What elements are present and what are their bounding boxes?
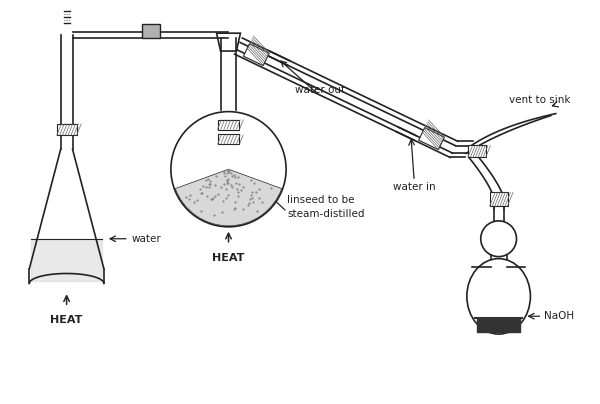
FancyArrow shape [233, 120, 237, 130]
FancyArrow shape [77, 124, 82, 135]
Bar [218, 135, 239, 144]
Text: HEAT: HEAT [212, 252, 245, 263]
FancyArrow shape [425, 127, 441, 144]
Circle shape [171, 112, 286, 227]
FancyArrow shape [56, 124, 61, 135]
FancyArrow shape [502, 192, 508, 206]
FancyArrow shape [478, 145, 483, 157]
FancyArrow shape [230, 120, 234, 130]
FancyArrow shape [253, 36, 269, 53]
FancyArrow shape [248, 46, 264, 64]
FancyArrow shape [251, 39, 268, 57]
FancyArrow shape [470, 145, 475, 157]
FancyArrow shape [249, 45, 265, 62]
FancyArrow shape [227, 120, 231, 130]
FancyArrow shape [68, 124, 73, 135]
FancyArrow shape [247, 48, 263, 66]
FancyArrow shape [424, 129, 440, 146]
Wedge shape [175, 169, 281, 226]
Text: linseed to be
steam-distilled: linseed to be steam-distilled [287, 196, 365, 219]
FancyArrow shape [218, 135, 221, 144]
FancyArrow shape [500, 192, 505, 206]
FancyArrow shape [253, 38, 268, 55]
FancyArrow shape [251, 41, 266, 59]
FancyArrow shape [59, 124, 64, 135]
FancyArrow shape [65, 124, 70, 135]
Text: water in: water in [393, 182, 436, 192]
Text: NaOH: NaOH [544, 311, 574, 321]
Circle shape [481, 221, 517, 257]
FancyArrow shape [71, 124, 76, 135]
FancyArrow shape [230, 135, 234, 144]
FancyArrow shape [492, 192, 498, 206]
FancyArrow shape [424, 130, 439, 148]
FancyArrow shape [495, 192, 500, 206]
FancyArrow shape [250, 43, 266, 60]
FancyArrow shape [221, 135, 224, 144]
FancyArrow shape [224, 135, 228, 144]
FancyArrow shape [74, 124, 79, 135]
Text: HEAT: HEAT [50, 315, 83, 325]
Text: water out: water out [295, 85, 345, 95]
FancyArrow shape [227, 135, 231, 144]
FancyArrow shape [505, 192, 511, 206]
Bar [419, 128, 445, 149]
Bar [56, 124, 77, 135]
Text: vent to sink: vent to sink [509, 95, 570, 105]
FancyArrow shape [422, 132, 439, 149]
FancyArrow shape [236, 120, 240, 130]
FancyArrow shape [427, 123, 443, 141]
FancyArrow shape [490, 192, 495, 206]
FancyArrow shape [218, 120, 221, 130]
Text: water: water [131, 234, 161, 244]
FancyArrow shape [224, 120, 228, 130]
FancyArrow shape [508, 192, 513, 206]
Bar [244, 44, 269, 66]
FancyArrow shape [62, 124, 67, 135]
FancyArrow shape [468, 145, 473, 157]
FancyArrow shape [473, 145, 478, 157]
Bar [218, 120, 239, 130]
Bar [142, 24, 160, 38]
FancyArrow shape [481, 145, 485, 157]
Bar [490, 192, 508, 206]
FancyArrow shape [483, 145, 488, 157]
FancyArrow shape [475, 145, 480, 157]
FancyArrow shape [239, 135, 244, 144]
FancyArrow shape [239, 120, 244, 130]
Ellipse shape [467, 259, 530, 334]
FancyArrow shape [233, 135, 237, 144]
FancyArrow shape [497, 192, 503, 206]
FancyArrow shape [221, 120, 224, 130]
Bar [468, 145, 486, 157]
FancyArrow shape [428, 120, 445, 137]
FancyArrow shape [236, 135, 240, 144]
FancyArrow shape [486, 145, 490, 157]
FancyArrow shape [426, 125, 442, 143]
FancyArrow shape [428, 122, 443, 139]
